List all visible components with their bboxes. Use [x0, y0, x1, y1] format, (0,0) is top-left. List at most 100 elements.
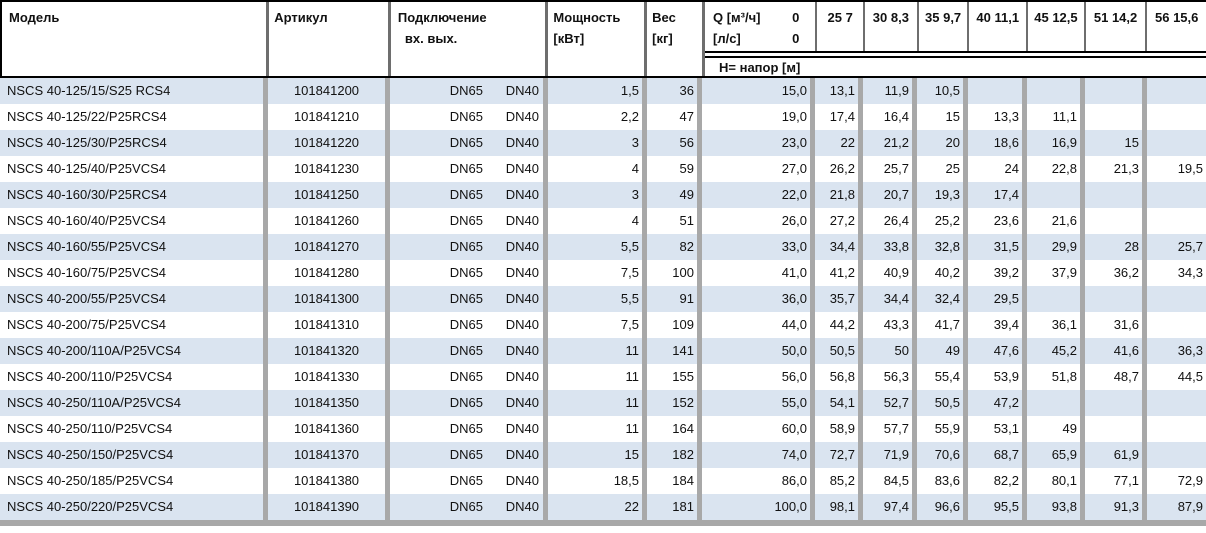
table-body: NSCS 40-125/15/S25 RCS4 101841200 DN65 D… [0, 78, 1206, 520]
head-value-cell: 87,9 [1177, 499, 1203, 514]
flow-m3h-value: 45 [1034, 10, 1049, 25]
table-row: NSCS 40-200/55/P25VCS4 101841300 DN65 DN… [0, 286, 1206, 312]
head-value-cell: 13,3 [968, 104, 1027, 130]
column-header-article-label: Артикул [274, 10, 328, 25]
article-cell: 101841370 [268, 442, 390, 468]
head-value-cell: 23,6 [968, 208, 1027, 234]
head-value-cell: 49 [917, 338, 968, 364]
head-value-cell: 56,0 [702, 364, 815, 390]
head-value-cell [1085, 78, 1147, 104]
weight-cell: 56 [647, 130, 702, 156]
article-cell: 101841230 [268, 156, 390, 182]
connection-sublabels: вх. вых. [391, 28, 546, 49]
head-value-cell: 91,3 [1085, 494, 1147, 520]
flow-column-header: 56 15,6 [1147, 2, 1206, 51]
model-cell: NSCS 40-250/220/P25VCS4 [0, 494, 268, 520]
connection-cell: DN65 DN40 [390, 364, 548, 390]
head-value-cell: 54,1 [815, 390, 863, 416]
head-value-cell: 72,9 [1177, 473, 1203, 488]
head-value-cell: 26,0 [702, 208, 815, 234]
flow-m3h-line: Q [м³/ч] 0 [705, 7, 815, 28]
head-value-cell: 47,2 [968, 390, 1027, 416]
weight-cell: 100 [647, 260, 702, 286]
head-value-cell [1147, 416, 1206, 442]
head-value-cell: 17,4 [968, 182, 1027, 208]
flow-zero-column-header: Q [м³/ч] 0 [л/с] 0 [705, 2, 818, 51]
head-value-cell: 71,9 [863, 442, 917, 468]
head-value-cell: 25 [917, 156, 968, 182]
power-label-line2: [кВт] [553, 31, 585, 46]
head-value-cell: 97,4 [863, 494, 917, 520]
flow-column-header: 51 14,2 [1086, 2, 1148, 51]
head-value-cell: 22,0 [702, 182, 815, 208]
head-row-label: Н= напор [м] [719, 59, 801, 75]
weight-cell: 91 [647, 286, 702, 312]
inlet-value: DN65 [449, 135, 483, 150]
head-value-cell: 50,5 [815, 338, 863, 364]
inlet-sublabel: вх. [404, 31, 424, 46]
flow-zero-ls-value: 0 [792, 31, 800, 46]
article-cell: 101841260 [268, 208, 390, 234]
weight-cell: 59 [647, 156, 702, 182]
head-value-cell: 80,1 [1027, 468, 1085, 494]
model-cell: NSCS 40-250/185/P25VCS4 [0, 468, 268, 494]
weight-label-line1: Вес [652, 10, 676, 25]
head-value-cell: 85,2 [815, 468, 863, 494]
flow-m3h-value: 51 [1093, 10, 1109, 25]
head-value-cell: 50,0 [702, 338, 815, 364]
weight-cell: 141 [647, 338, 702, 364]
inlet-value: DN65 [449, 265, 483, 280]
head-value-cell [1027, 286, 1085, 312]
head-value-cell: 44,2 [815, 312, 863, 338]
weight-cell: 182 [647, 442, 702, 468]
flow-ls-value: 7 [845, 10, 853, 25]
head-value-cell: 20,7 [863, 182, 917, 208]
column-header-weight: Вес [кг] [647, 2, 702, 76]
head-value-cell: 56,8 [815, 364, 863, 390]
power-cell: 11 [548, 364, 647, 390]
head-value-cell: 33,0 [702, 234, 815, 260]
head-value-cell: 34,4 [863, 286, 917, 312]
head-value-cell: 95,5 [968, 494, 1027, 520]
head-value-cell: 19,5 [1177, 161, 1203, 176]
weight-cell: 47 [647, 104, 702, 130]
head-value-cell: 25,2 [917, 208, 968, 234]
column-header-power: Мощность [кВт] [548, 2, 648, 76]
connection-cell: DN65 DN40 [390, 338, 548, 364]
inlet-value: DN65 [449, 239, 483, 254]
head-value-cell [1147, 286, 1206, 312]
head-value-cell [1147, 104, 1206, 130]
weight-cell: 36 [647, 78, 702, 104]
table-row: NSCS 40-160/55/P25VCS4 101841270 DN65 DN… [0, 234, 1206, 260]
power-cell: 11 [548, 416, 647, 442]
flow-unit-ls-label: [л/с] [713, 31, 741, 46]
head-value-cell: 21,2 [863, 130, 917, 156]
table-row: NSCS 40-125/40/P25VCS4 101841230 DN65 DN… [0, 156, 1206, 182]
head-value-cell: 16,9 [1027, 130, 1085, 156]
head-row-band: Н= напор [м] [705, 56, 1206, 76]
head-value-cell: 23,0 [702, 130, 815, 156]
head-value-cell: 72,7 [815, 442, 863, 468]
article-cell: 101841390 [268, 494, 390, 520]
flow-m3h-value: 30 [872, 10, 888, 25]
weight-cell: 82 [647, 234, 702, 260]
head-value-cell: 29,5 [968, 286, 1027, 312]
inlet-value: DN65 [449, 317, 483, 332]
head-value-cell [1147, 312, 1206, 338]
model-cell: NSCS 40-200/110/P25VCS4 [0, 364, 268, 390]
table-row: NSCS 40-125/22/P25RCS4 101841210 DN65 DN… [0, 104, 1206, 130]
head-value-cell: 41,0 [702, 260, 815, 286]
model-cell: NSCS 40-250/110/P25VCS4 [0, 416, 268, 442]
head-value-cell: 100,0 [702, 494, 815, 520]
head-value-cell: 11,9 [863, 78, 917, 104]
article-cell: 101841200 [268, 78, 390, 104]
outlet-value: DN40 [505, 161, 539, 176]
outlet-value: DN40 [505, 421, 539, 436]
outlet-sublabel: вых. [427, 31, 458, 46]
flow-column-header: 30 8,3 [865, 2, 919, 51]
head-value-cell: 35,7 [815, 286, 863, 312]
flow-ls-value: 9,7 [943, 10, 962, 25]
outlet-value: DN40 [505, 265, 539, 280]
head-value-cell: 84,5 [863, 468, 917, 494]
head-value-cell: 53,1 [968, 416, 1027, 442]
